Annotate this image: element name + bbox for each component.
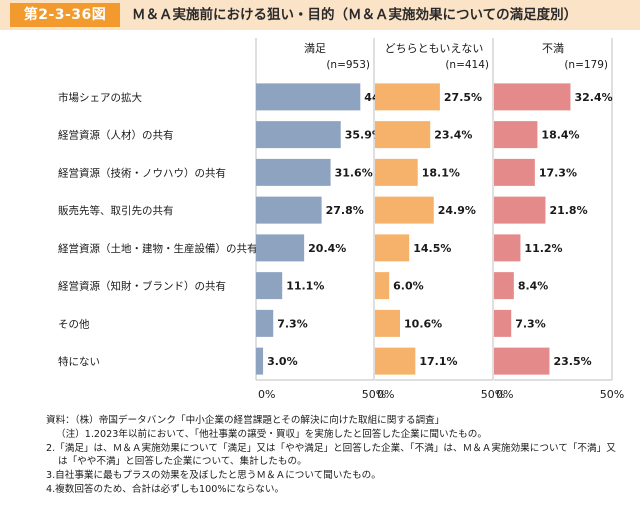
- data-label: 27.5%: [444, 91, 482, 104]
- bar: [494, 309, 512, 337]
- tick-label: 0%: [496, 388, 513, 401]
- bar: [375, 309, 401, 337]
- bar: [494, 83, 571, 111]
- data-label: 17.1%: [419, 355, 457, 368]
- data-label: 18.4%: [541, 129, 579, 142]
- bar: [375, 83, 440, 111]
- bar: [256, 309, 274, 337]
- figure-title: Ｍ＆Ａ実施前における狙い・目的（Ｍ＆Ａ実施効果についての満足度別）: [132, 7, 578, 23]
- tick-label: 50%: [481, 388, 505, 401]
- category-label: その他: [58, 317, 90, 330]
- data-label: 17.3%: [539, 166, 577, 179]
- bar: [256, 83, 361, 111]
- category-label: 特にない: [58, 356, 100, 368]
- category-label: 経営資源（知財・ブランド）の共有: [58, 280, 226, 293]
- category-label: 経営資源（土地・建物・生産設備）の共有: [58, 242, 258, 255]
- data-label: 35.9%: [345, 129, 383, 142]
- category-label: 販売先等、取引先の共有: [58, 204, 174, 217]
- data-label: 14.5%: [413, 242, 451, 255]
- tick-label: 0%: [258, 388, 275, 401]
- bar-chart: 市場シェアの拡大経営資源（人材）の共有経営資源（技術・ノウハウ）の共有販売先等、…: [58, 38, 624, 401]
- data-label: 11.2%: [524, 242, 562, 255]
- note-4: 4.複数回答のため、合計は必ずしも100%にならない。: [46, 483, 285, 495]
- figure-number: 第2-3-36図: [10, 3, 120, 27]
- bar: [494, 234, 521, 262]
- series-name: どちらともいえない: [385, 42, 484, 55]
- data-label: 11.1%: [286, 280, 324, 293]
- note-source: 資料：（株）帝国データバンク「中小企業の経営課題とその解決に向けた取組に関する調…: [46, 415, 445, 426]
- data-label: 3.0%: [267, 355, 298, 368]
- tick-label: 50%: [362, 388, 386, 401]
- data-label: 31.6%: [335, 166, 373, 179]
- bar: [375, 121, 431, 149]
- note-1: （注）1.2023年以前において、「他社事業の譲受・買収」を実施したと回答した企…: [56, 428, 487, 440]
- data-label: 7.3%: [515, 317, 546, 330]
- category-label: 経営資源（人材）の共有: [58, 129, 174, 142]
- series-n: (n=953): [326, 59, 370, 71]
- note-2: 2.「満足」は、Ｍ＆Ａ実施効果について「満足」又は「やや満足」と回答した企業、「…: [46, 442, 616, 454]
- bar: [375, 158, 418, 186]
- figure-header: 第2-3-36図 Ｍ＆Ａ実施前における狙い・目的（Ｍ＆Ａ実施効果についての満足度…: [0, 0, 640, 30]
- bar: [375, 272, 390, 300]
- tick-label: 50%: [600, 388, 624, 401]
- category-label: 市場シェアの拡大: [58, 91, 142, 104]
- bar: [256, 196, 322, 224]
- note-2-cont: は「やや不満」と回答した企業について、集計したもの。: [58, 456, 307, 468]
- bar: [256, 272, 283, 300]
- data-label: 23.5%: [553, 355, 591, 368]
- series-n: (n=179): [564, 59, 608, 71]
- bar: [375, 234, 410, 262]
- bar: [494, 121, 538, 149]
- bar: [375, 196, 434, 224]
- data-label: 18.1%: [422, 166, 460, 179]
- bar: [375, 347, 416, 375]
- data-label: 20.4%: [308, 242, 346, 255]
- series-name: 満足: [304, 42, 326, 55]
- bar: [494, 272, 514, 300]
- data-label: 23.4%: [434, 129, 472, 142]
- data-label: 27.8%: [326, 204, 364, 217]
- bar: [256, 347, 264, 375]
- data-label: 32.4%: [574, 91, 612, 104]
- bar: [256, 158, 331, 186]
- data-label: 21.8%: [549, 204, 587, 217]
- figure-notes: 資料：（株）帝国データバンク「中小企業の経営課題とその解決に向けた取組に関する調…: [46, 414, 631, 497]
- bar: [494, 158, 535, 186]
- category-label: 経営資源（技術・ノウハウ）の共有: [58, 166, 226, 179]
- bar: [256, 234, 305, 262]
- data-label: 24.9%: [438, 204, 476, 217]
- data-label: 6.0%: [393, 280, 424, 293]
- bar: [256, 121, 341, 149]
- data-label: 8.4%: [518, 280, 549, 293]
- series-name: 不満: [542, 42, 564, 55]
- series-n: (n=414): [445, 59, 489, 71]
- bar: [494, 347, 550, 375]
- tick-label: 0%: [377, 388, 394, 401]
- data-label: 10.6%: [404, 317, 442, 330]
- data-label: 7.3%: [277, 317, 308, 330]
- bar: [494, 196, 546, 224]
- note-3: 3.自社事業に最もプラスの効果を及ぼしたと思うＭ＆Ａについて聞いたもの。: [46, 470, 381, 482]
